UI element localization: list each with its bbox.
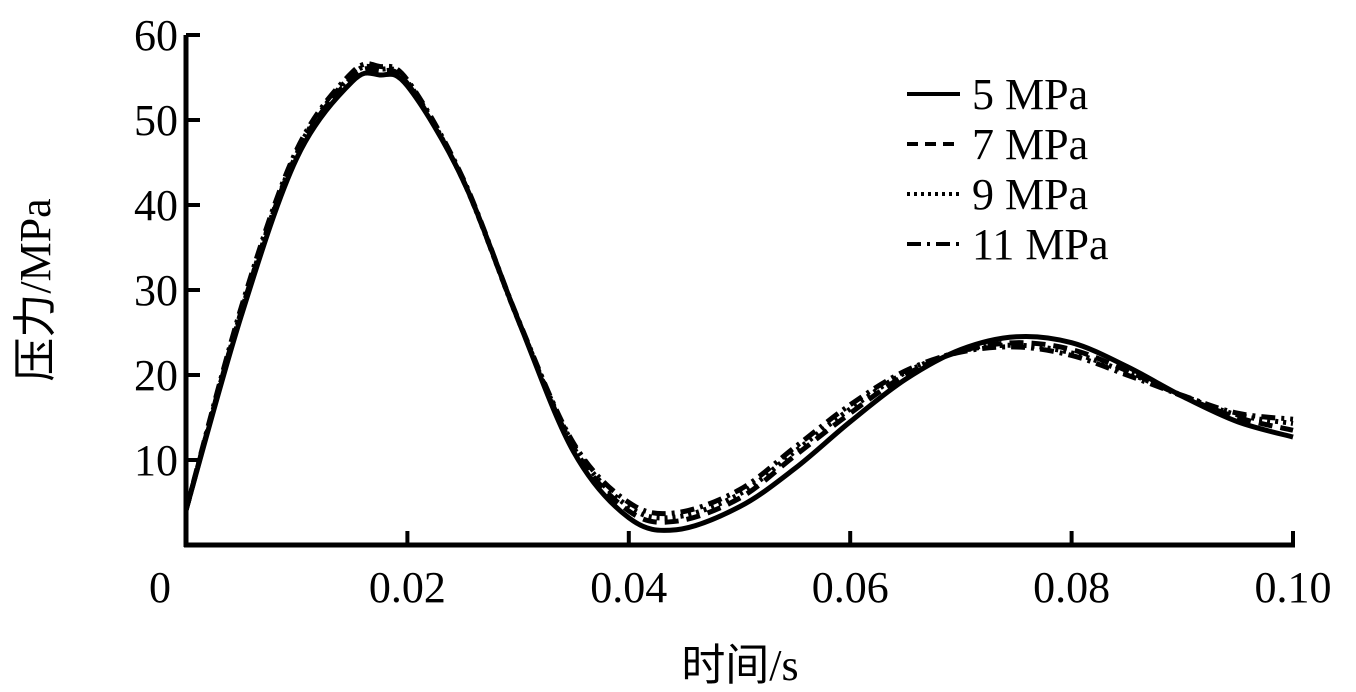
legend-item: 7 MPa [907, 120, 1088, 169]
y-axis-title: 压力/MPa [11, 198, 60, 381]
series-line-5-mpa [183, 70, 1294, 533]
y-tick-label: 30 [134, 266, 178, 315]
x-axis-title: 时间/s [681, 641, 798, 690]
series-line-7-mpa [183, 66, 1294, 525]
series-line-9-mpa [183, 63, 1294, 521]
legend-item: 9 MPa [907, 170, 1088, 219]
legend-item: 5 MPa [907, 70, 1088, 119]
y-tick-label: 20 [134, 351, 178, 400]
x-tick-label: 0.08 [1033, 563, 1110, 612]
y-tick-label: 10 [134, 436, 178, 485]
x-tick-label: 0 [149, 563, 171, 612]
legend-item: 11 MPa [907, 220, 1109, 269]
x-axis: 0 0.02 0.04 0.06 0.08 0.10 [149, 531, 1332, 612]
y-tick-label: 40 [134, 181, 178, 230]
y-axis: 10 20 30 40 50 60 [134, 11, 200, 547]
legend-label: 7 MPa [972, 120, 1088, 169]
y-tick-label: 60 [134, 11, 178, 60]
legend-label: 11 MPa [972, 220, 1109, 269]
x-tick-label: 0.02 [369, 563, 446, 612]
legend-label: 9 MPa [972, 170, 1088, 219]
plot-series [183, 61, 1294, 533]
y-tick-label: 50 [134, 96, 178, 145]
legend-label: 5 MPa [972, 70, 1088, 119]
series-line-11-mpa [183, 61, 1294, 517]
x-tick-label: 0.10 [1255, 563, 1332, 612]
x-tick-label: 0.04 [590, 563, 667, 612]
x-tick-label: 0.06 [812, 563, 889, 612]
